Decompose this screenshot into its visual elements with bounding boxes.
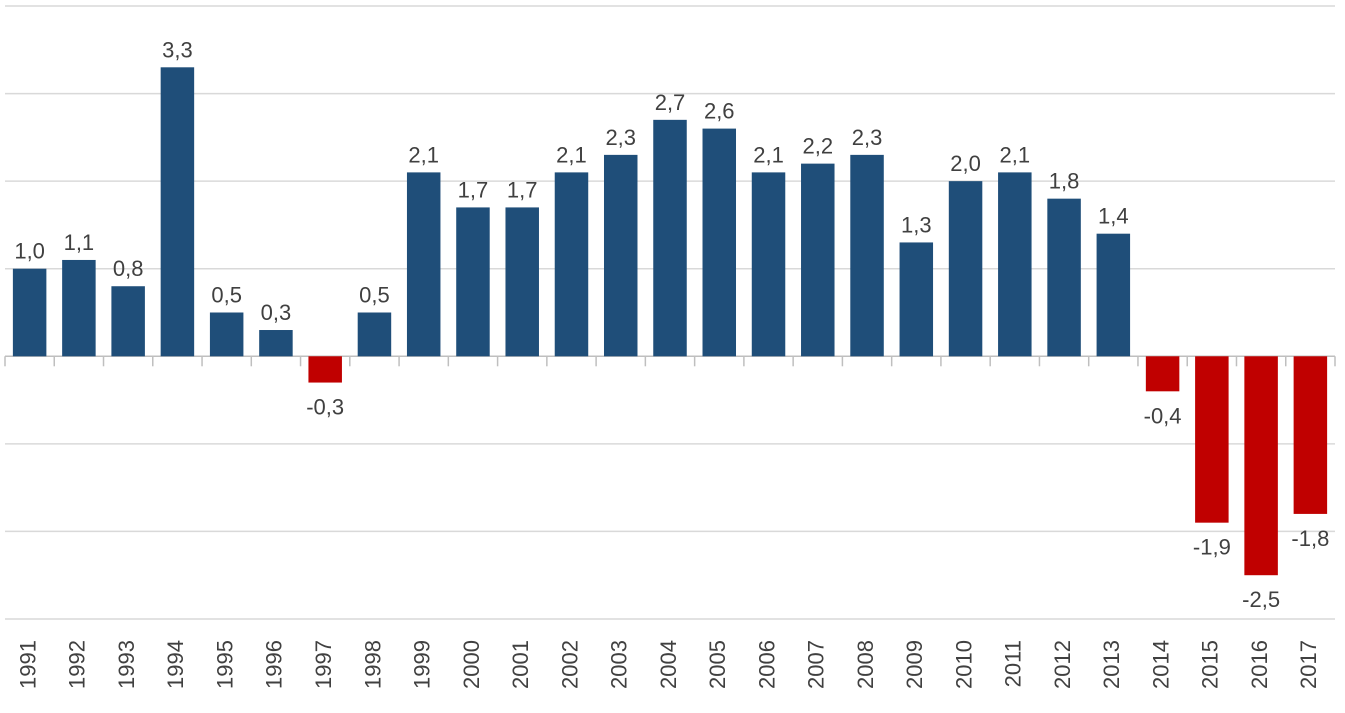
x-tick-label: 1997 xyxy=(311,640,336,689)
data-label: 1,7 xyxy=(507,177,538,202)
x-tick-label: 2001 xyxy=(508,640,533,689)
bar xyxy=(850,154,884,357)
data-label: 1,4 xyxy=(1098,204,1129,229)
bar xyxy=(1096,233,1131,357)
x-tick-label: 2005 xyxy=(705,640,730,689)
x-tick-label: 1994 xyxy=(163,640,188,689)
bar xyxy=(406,172,441,357)
bar xyxy=(259,330,293,357)
x-tick-label: 2006 xyxy=(754,640,779,689)
x-tick-label: 2013 xyxy=(1099,640,1124,689)
bar xyxy=(111,286,145,357)
bar xyxy=(209,312,244,357)
x-tick-label: 2008 xyxy=(853,640,878,689)
x-tick-label: 2014 xyxy=(1148,640,1173,689)
x-tick-label: 2016 xyxy=(1247,640,1272,689)
data-label: 2,3 xyxy=(852,125,883,150)
x-tick-label: 1995 xyxy=(212,640,237,689)
data-label: 2,1 xyxy=(1000,142,1031,167)
data-label: -2,5 xyxy=(1242,587,1280,612)
bar xyxy=(998,172,1032,357)
x-tick-label: 2015 xyxy=(1198,640,1223,689)
bar xyxy=(554,172,589,357)
data-label: 0,3 xyxy=(261,300,292,325)
data-label: 2,1 xyxy=(753,142,784,167)
x-tick-label: 1993 xyxy=(114,640,139,689)
data-label: 1,7 xyxy=(458,177,489,202)
x-tick-label: 1996 xyxy=(262,640,287,689)
data-label: -0,3 xyxy=(306,395,344,420)
data-label: 2,6 xyxy=(704,99,735,124)
data-label: 0,8 xyxy=(113,256,144,281)
bar xyxy=(1195,356,1229,523)
data-label: 2,1 xyxy=(556,142,587,167)
bar xyxy=(1244,356,1278,576)
data-label: 2,3 xyxy=(605,125,636,150)
data-label: 2,7 xyxy=(655,90,686,115)
x-tick-label: 1992 xyxy=(65,640,90,689)
x-tick-label: 2004 xyxy=(656,640,681,689)
data-label: -1,8 xyxy=(1291,526,1329,551)
bar xyxy=(702,128,737,357)
bar xyxy=(948,181,983,357)
bar xyxy=(899,242,934,357)
bar xyxy=(308,356,342,383)
data-label: 1,3 xyxy=(901,212,932,237)
bar xyxy=(505,207,539,357)
bar xyxy=(12,268,47,357)
data-label: 0,5 xyxy=(359,283,390,308)
data-label: 1,1 xyxy=(64,230,95,255)
data-label: 2,2 xyxy=(802,134,833,159)
x-tick-label: 2017 xyxy=(1296,640,1321,689)
bar xyxy=(456,207,490,357)
data-label: 1,8 xyxy=(1049,169,1080,194)
bar xyxy=(801,163,835,357)
data-label: 0,5 xyxy=(211,283,242,308)
data-label: 2,1 xyxy=(408,142,439,167)
x-tick-label: 2003 xyxy=(607,640,632,689)
x-tick-label: 2000 xyxy=(459,640,484,689)
data-label: 1,0 xyxy=(14,239,45,264)
x-tick-label: 2012 xyxy=(1050,640,1075,689)
bar xyxy=(1047,198,1081,357)
data-label: -1,9 xyxy=(1193,535,1231,560)
bar xyxy=(357,312,392,357)
bar xyxy=(160,67,195,357)
data-label: 2,0 xyxy=(950,151,981,176)
x-tick-label: 2009 xyxy=(902,640,927,689)
x-tick-label: 2007 xyxy=(804,640,829,689)
x-tick-label: 2002 xyxy=(557,640,582,689)
bar xyxy=(653,119,687,357)
x-tick-label: 1998 xyxy=(360,640,385,689)
x-tick-label: 2011 xyxy=(1001,640,1026,687)
bar xyxy=(62,259,96,357)
x-tick-label: 1999 xyxy=(410,640,435,689)
bar xyxy=(603,154,638,357)
data-label: -0,4 xyxy=(1144,403,1182,428)
bar xyxy=(1145,356,1180,392)
data-label: 3,3 xyxy=(162,37,193,62)
x-tick-label: 1991 xyxy=(15,640,40,689)
x-tick-label: 2010 xyxy=(951,640,976,689)
bar xyxy=(751,172,786,357)
bar xyxy=(1293,356,1328,514)
